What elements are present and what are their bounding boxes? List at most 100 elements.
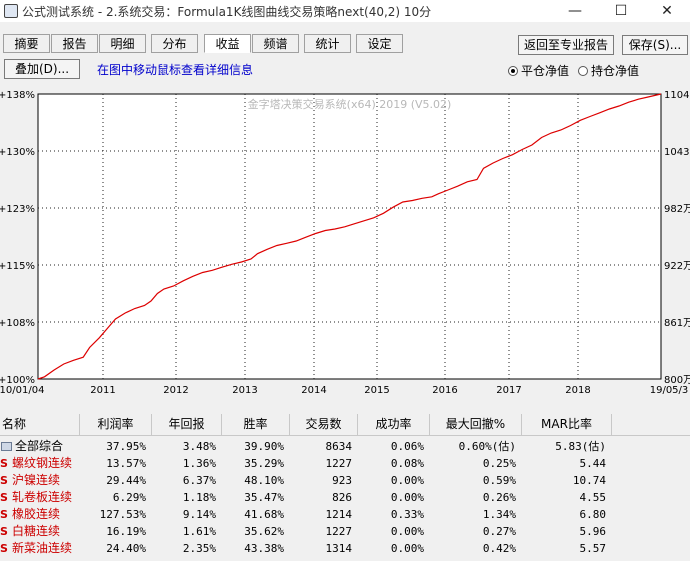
cell-annual: 1.61% [182,525,216,538]
row-name: 全部综合 [15,439,64,453]
cell-trades: 826 [332,491,352,504]
table-row[interactable]: S 白糖连续 16.19% 1.61% 35.62% 1227 0.00% 0.27% 5.96 [0,523,690,540]
tab-report[interactable]: 报告 [51,34,98,53]
y-left-tick: +138% [0,90,35,101]
y-right-tick: 1043万 [664,147,690,158]
cell-win: 35.47% [244,491,284,504]
y-left-tick: +108% [0,318,35,329]
s-icon: S [0,474,8,487]
overlay-button[interactable]: 叠加(D)... [4,59,80,79]
tab-return[interactable]: 收益 [204,34,251,53]
table-row[interactable]: S 橡胶连续 127.53% 9.14% 41.68% 1214 0.33% 1.34% 6.8… [0,506,690,523]
col-winrate[interactable]: 胜率 [222,414,290,435]
radio-hold-equity[interactable]: 持仓净值 [578,62,639,79]
cell-annual: 2.35% [182,542,216,555]
x-tick: 10/01/04 [0,385,44,396]
y-left-tick: +100% [0,375,35,386]
cell-success: 0.00% [390,525,424,538]
col-annual[interactable]: 年回报 [152,414,222,435]
table-row[interactable]: 全部综合 37.95% 3.48% 39.90% 8634 0.06% 0.60%(估) 5.… [0,438,690,455]
cell-success: 0.00% [390,542,424,555]
cell-trades: 1214 [325,508,353,521]
radio-flat-equity[interactable]: 平仓净值 [508,62,569,79]
col-profit[interactable]: 利润率 [80,414,152,435]
app-icon [4,4,18,18]
y-right-tick: 982万 [664,204,690,215]
cell-trades: 8634 [325,440,353,453]
tab-spectrum[interactable]: 频谱 [252,34,299,53]
tab-detail[interactable]: 明细 [99,34,146,53]
maximize-button[interactable]: ☐ [614,3,628,19]
y-right-tick: 800万 [664,375,690,386]
close-button[interactable]: ✕ [661,3,673,19]
x-tick: 2016 [432,385,457,396]
cell-profit: 37.95% [106,440,146,453]
cell-drawdown: 0.59% [482,474,516,487]
radio-hold-label: 持仓净值 [591,64,640,78]
cell-mar: 4.55 [579,491,607,504]
row-name: 沪镍连续 [11,473,60,487]
cell-success: 0.06% [390,440,424,453]
y-right-tick: 922万 [664,261,690,272]
cell-win: 35.29% [244,457,284,470]
table-row[interactable]: S 螺纹钢连续 13.57% 1.36% 35.29% 1227 0.08% 0.25% 5.4… [0,455,690,472]
radio-flat-label: 平仓净值 [521,64,570,78]
y-left-tick: +130% [0,147,35,158]
cell-win: 39.90% [244,440,284,453]
cell-win: 43.38% [244,542,284,555]
cell-win: 41.68% [244,508,284,521]
tab-summary[interactable]: 摘要 [3,34,50,53]
cell-profit: 13.57% [106,457,146,470]
table-row[interactable]: S 沪镍连续 29.44% 6.37% 48.10% 923 0.00% 0.59% 10.74 [0,472,690,489]
col-name[interactable]: 名称 [0,414,80,435]
s-icon: S [0,457,8,470]
cell-trades: 1227 [325,457,353,470]
cell-profit: 24.40% [106,542,146,555]
cell-mar: 6.80 [579,508,607,521]
col-trades[interactable]: 交易数 [290,414,358,435]
cell-drawdown: 0.26% [482,491,516,504]
cell-drawdown: 0.27% [482,525,516,538]
equity-line [37,93,662,380]
cell-drawdown: 0.42% [482,542,516,555]
minimize-button[interactable]: — [568,3,582,19]
x-tick: 19/05/3 [650,385,689,396]
tab-distribution[interactable]: 分布 [151,34,198,53]
save-button[interactable]: 保存(S)... [622,35,688,55]
table-row[interactable]: S 新菜油连续 24.40% 2.35% 43.38% 1314 0.00% 0.42% 5.5… [0,540,690,557]
cell-drawdown: 0.60%(估) [458,440,516,453]
cell-profit: 6.29% [112,491,146,504]
table-row[interactable]: S 轧卷板连续 6.29% 1.18% 35.47% 826 0.00% 0.26% 4.55 [0,489,690,506]
chart-hint-text: 在图中移动鼠标查看详细信息 [97,63,254,77]
table-header: 名称 利润率 年回报 胜率 交易数 成功率 最大回撤% MAR比率 [0,414,690,436]
equity-chart[interactable]: +100% 800万 +108% 861万 +115% 922万 +123% 982万 +130… [0,85,690,403]
cell-annual: 9.14% [182,508,216,521]
return-to-report-button[interactable]: 返回至专业报告 [518,35,614,55]
s-icon: S [0,491,8,504]
cell-win: 35.62% [244,525,284,538]
tab-statistics[interactable]: 统计 [304,34,351,53]
cell-win: 48.10% [244,474,284,487]
cell-trades: 923 [332,474,352,487]
folder-icon [1,442,12,451]
cell-profit: 29.44% [106,474,146,487]
cell-profit: 16.19% [106,525,146,538]
x-tick: 2013 [232,385,257,396]
y-right-tick: 861万 [664,318,690,329]
plot-area [37,93,662,380]
tab-settings[interactable]: 设定 [356,34,403,53]
cell-success: 0.33% [390,508,424,521]
cell-drawdown: 0.25% [482,457,516,470]
s-icon: S [0,542,8,555]
s-icon: S [0,508,8,521]
y-right-tick: 1104万 [664,90,690,101]
x-tick: 2014 [301,385,326,396]
col-mar[interactable]: MAR比率 [522,414,612,435]
col-drawdown[interactable]: 最大回撤% [430,414,522,435]
x-tick: 2017 [496,385,521,396]
row-name: 白糖连续 [11,524,60,538]
row-name: 轧卷板连续 [11,490,72,504]
cell-annual: 1.36% [182,457,216,470]
col-success[interactable]: 成功率 [358,414,430,435]
x-tick: 2015 [364,385,389,396]
